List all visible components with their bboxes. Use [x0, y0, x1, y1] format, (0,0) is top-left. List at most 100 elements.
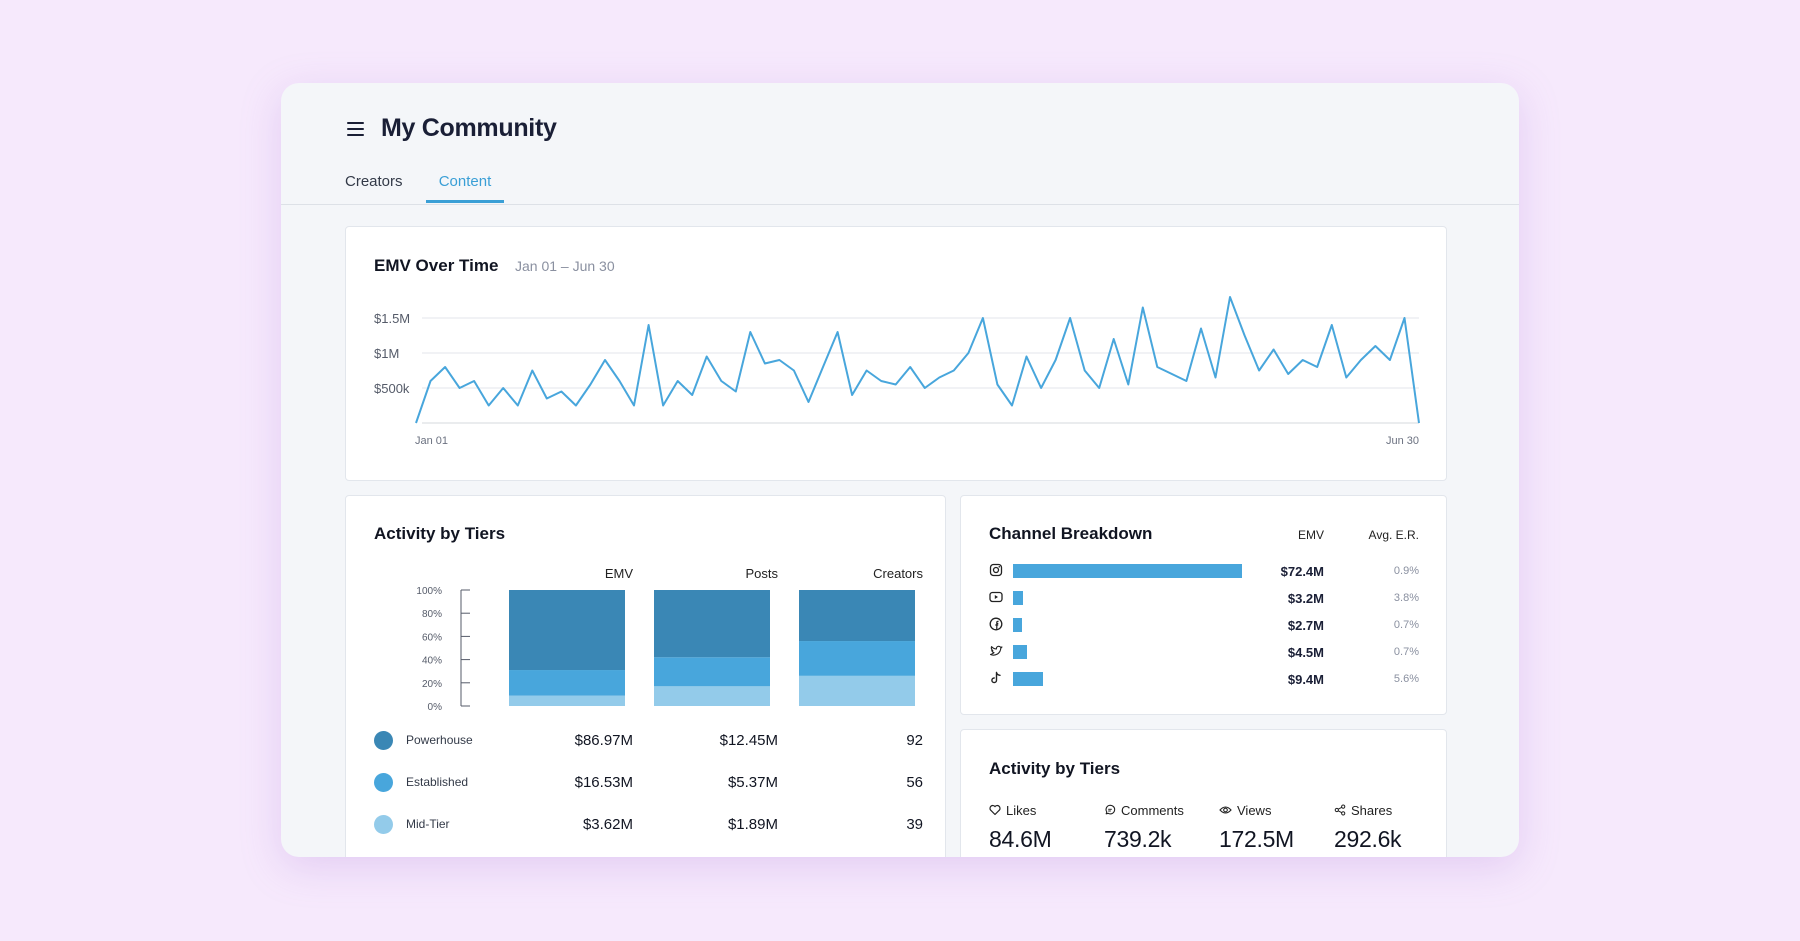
- metric-value: 172.5M: [1219, 826, 1294, 852]
- y-tick-label: $1.5M: [374, 311, 410, 326]
- metric-likes: Likes 84.6M: [989, 802, 1099, 853]
- bar-segment-emv-mid-tier[interactable]: [509, 695, 625, 706]
- tab-bar: Creators Content: [281, 173, 1519, 205]
- facebook-icon: [989, 617, 1003, 631]
- bar-segment-creators-powerhouse[interactable]: [799, 590, 915, 642]
- bar-segment-posts-mid-tier[interactable]: [654, 686, 770, 706]
- legend-dot-powerhouse: [374, 731, 393, 750]
- channel-er: 0.9%: [1393, 565, 1419, 577]
- tier-creators-established: 56: [906, 774, 923, 791]
- bar-segment-emv-powerhouse[interactable]: [509, 590, 625, 671]
- metric-label: Views: [1237, 802, 1272, 818]
- column-header-posts: Posts: [745, 566, 778, 581]
- channel-row-tiktok[interactable]: $9.4M 5.6%: [989, 671, 1419, 687]
- tiktok-icon: [991, 671, 1001, 684]
- legend-dot-mid-tier: [374, 815, 393, 834]
- metric-label: Comments: [1121, 802, 1184, 818]
- share-icon: [1334, 804, 1346, 816]
- column-header-avg-er: Avg. E.R.: [1368, 528, 1419, 542]
- channel-bar: [1013, 645, 1028, 659]
- tier-creators-mid-tier: 39: [906, 816, 923, 833]
- app-window: My Community Creators Content EMV Over T…: [281, 83, 1519, 857]
- channel-emv: $72.4M: [1280, 564, 1324, 579]
- metric-label: Shares: [1351, 802, 1393, 818]
- tab-creators[interactable]: Creators: [345, 173, 403, 190]
- bar-segment-creators-mid-tier[interactable]: [799, 675, 915, 706]
- bar-segment-emv-established[interactable]: [509, 670, 625, 696]
- tier-posts-established: $5.37M: [727, 774, 778, 791]
- menu-icon[interactable]: [347, 122, 364, 136]
- tier-emv-established: $16.53M: [574, 774, 633, 791]
- tab-content[interactable]: Content: [426, 173, 504, 203]
- channel-er: 0.7%: [1393, 619, 1419, 631]
- y-tick-label: 40%: [422, 656, 442, 667]
- eye-icon: [1219, 806, 1232, 814]
- tier-posts-mid-tier: $1.89M: [727, 816, 778, 833]
- channel-breakdown-title: Channel Breakdown: [989, 524, 1153, 543]
- x-tick-label-end: Jun 30: [1386, 435, 1419, 447]
- y-tick-label: 80%: [422, 609, 442, 620]
- tier-label-powerhouse: Powerhouse: [406, 733, 473, 747]
- metric-shares: Shares 292.6k: [1334, 802, 1444, 853]
- emv-line-chart: $1.5M $1M $500k Jan 01 Jun 30: [374, 296, 1420, 447]
- metric-value: 292.6k: [1334, 826, 1402, 852]
- tier-emv-mid-tier: $3.62M: [582, 816, 633, 833]
- tier-posts-powerhouse: $12.45M: [719, 732, 778, 749]
- channel-emv: $2.7M: [1287, 618, 1324, 633]
- youtube-icon: [989, 591, 1003, 603]
- channel-emv: $9.4M: [1287, 672, 1324, 687]
- column-header-creators: Creators: [873, 566, 923, 581]
- channel-bar: [1013, 672, 1043, 686]
- tiers-title: Activity by Tiers: [374, 524, 506, 543]
- y-tick-label: $500k: [374, 381, 410, 396]
- y-tick-label: 0%: [428, 702, 443, 713]
- heart-icon: [989, 804, 1001, 816]
- bar-segment-posts-powerhouse[interactable]: [654, 590, 770, 658]
- y-tick-label: $1M: [374, 346, 399, 361]
- twitter-icon: [989, 645, 1003, 656]
- instagram-icon: [989, 563, 1003, 577]
- bar-segment-posts-established[interactable]: [654, 657, 770, 687]
- column-header-emv: EMV: [1297, 528, 1324, 542]
- metric-label: Likes: [1006, 802, 1037, 818]
- channel-row-youtube[interactable]: $3.2M 3.8%: [989, 590, 1419, 606]
- bar-segment-creators-established[interactable]: [799, 641, 915, 676]
- legend-dot-established: [374, 773, 393, 792]
- emv-chart-title: EMV Over Time: [374, 256, 499, 275]
- channel-er: 5.6%: [1393, 673, 1419, 685]
- channel-bar: [1013, 618, 1022, 632]
- channel-er: 3.8%: [1393, 592, 1419, 604]
- engagement-title: Activity by Tiers: [989, 759, 1121, 778]
- y-tick-label: 20%: [422, 679, 442, 690]
- engagement-card: Activity by Tiers Likes 84.6M Comments 7…: [960, 729, 1447, 857]
- channel-row-twitter[interactable]: $4.5M 0.7%: [989, 644, 1419, 660]
- channel-row-facebook[interactable]: $2.7M 0.7%: [989, 617, 1419, 633]
- tiers-y-axis: 0% 20% 40% 60% 80% 100%: [416, 586, 470, 713]
- y-tick-label: 100%: [416, 586, 442, 597]
- channel-row-instagram[interactable]: $72.4M 0.9%: [989, 563, 1419, 579]
- page-title: My Community: [381, 114, 557, 142]
- tier-creators-powerhouse: 92: [906, 732, 923, 749]
- emv-date-range: Jan 01 – Jun 30: [515, 258, 615, 274]
- channel-breakdown-card: Channel Breakdown EMV Avg. E.R. $72.4M 0…: [960, 495, 1447, 715]
- tier-label-established: Established: [406, 775, 469, 789]
- metric-value: 84.6M: [989, 826, 1052, 852]
- tiers-stacked-bar-chart: 0% 20% 40% 60% 80% 100%: [416, 586, 915, 713]
- channel-er: 0.7%: [1393, 646, 1419, 658]
- column-header-emv: EMV: [604, 566, 633, 581]
- tier-label-mid-tier: Mid-Tier: [406, 817, 450, 831]
- channel-emv: $4.5M: [1287, 645, 1324, 660]
- x-tick-label-start: Jan 01: [415, 435, 448, 447]
- metric-views: Views 172.5M: [1219, 802, 1329, 853]
- channel-emv: $3.2M: [1287, 591, 1324, 606]
- metric-value: 739.2k: [1104, 826, 1172, 852]
- emv-over-time-card: EMV Over Time Jan 01 – Jun 30 $1.5M $1M …: [345, 226, 1447, 481]
- tiers-bars: [509, 590, 915, 706]
- metric-comments: Comments 739.2k: [1104, 802, 1214, 853]
- comment-icon: [1105, 804, 1116, 815]
- tier-emv-powerhouse: $86.97M: [574, 732, 633, 749]
- y-tick-label: 60%: [422, 632, 442, 643]
- emv-series-line: [415, 296, 1420, 424]
- channel-bar: [1013, 591, 1024, 605]
- activity-by-tiers-card: Activity by Tiers EMV Posts Creators 0% 2…: [345, 495, 946, 857]
